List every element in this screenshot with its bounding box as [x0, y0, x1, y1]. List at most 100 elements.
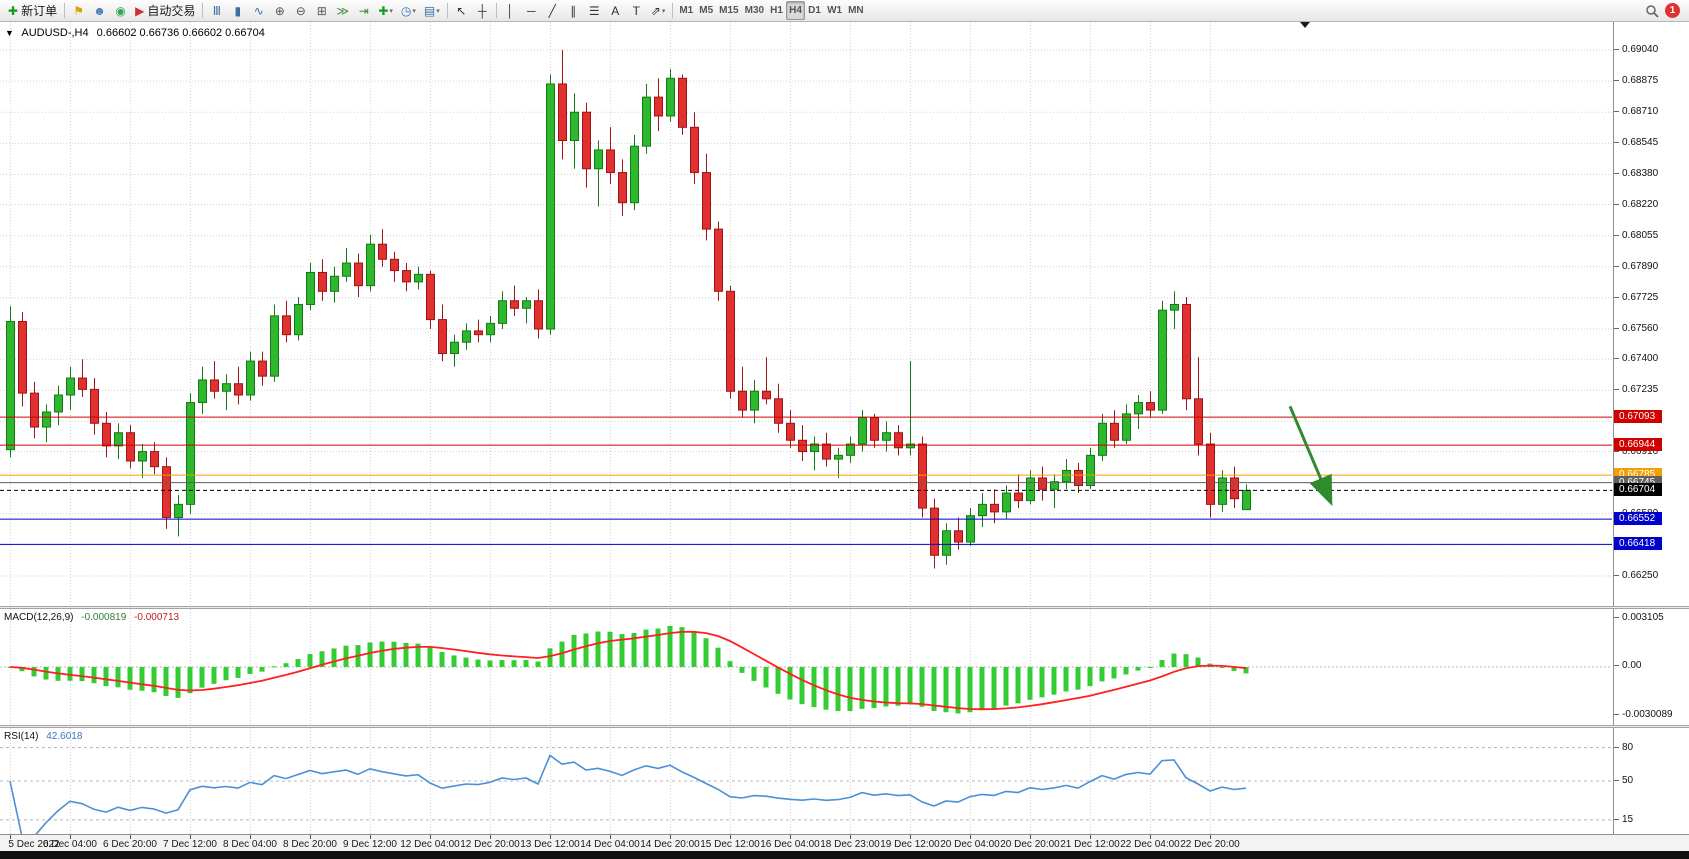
macd-histogram-bar: [31, 667, 37, 677]
candle-body: [42, 411, 51, 428]
bar-chart-button[interactable]: Ⅲ: [206, 1, 227, 20]
price-tag: 0.66552: [1614, 512, 1662, 526]
candle-body: [402, 270, 411, 283]
vertical-line-button[interactable]: │: [500, 1, 521, 20]
macd-histogram-bar: [1099, 667, 1105, 682]
arrows-button[interactable]: ⇗ ▾: [647, 1, 670, 20]
chart-shift-marker-icon[interactable]: [1300, 22, 1310, 28]
macd-histogram-bar: [379, 641, 385, 667]
timeframe-h4-button-label: H4: [789, 5, 802, 16]
tile-windows-button[interactable]: ⊞: [311, 1, 332, 20]
text-button[interactable]: A: [605, 1, 626, 20]
time-axis-label: 7 Dec 12:00: [163, 839, 217, 850]
rsi-axis-label: 50: [1613, 775, 1634, 786]
rsi-panel[interactable]: 80 50 15 RSI(14) 42.6018: [0, 728, 1689, 834]
timeframe-m15-button-label: M15: [719, 5, 739, 16]
candlestick-chart-button[interactable]: ▮: [227, 1, 248, 20]
dropdown-arrow-icon: ▾: [436, 7, 440, 15]
indicators-button[interactable]: ✚ ▾: [374, 1, 397, 20]
cursor-button[interactable]: ↖: [451, 1, 472, 20]
timeframe-mn-button[interactable]: MN: [845, 1, 867, 20]
new-order-button[interactable]: ✚ 新订单: [4, 1, 61, 20]
panel-splitter[interactable]: [0, 606, 1689, 609]
timeframe-m5-button[interactable]: M5: [696, 1, 716, 20]
candle-body: [1218, 477, 1227, 505]
metaeditor-button[interactable]: ◉: [110, 1, 131, 20]
search-icon[interactable]: [1645, 4, 1659, 18]
timeframe-m30-button-label: M30: [744, 5, 765, 16]
zoom-out-button[interactable]: ⊖: [290, 1, 311, 20]
panel-splitter[interactable]: [0, 725, 1689, 728]
fibonacci-button[interactable]: ☰: [584, 1, 605, 20]
main-chart-plot[interactable]: [0, 22, 1612, 606]
text-label-button[interactable]: T: [626, 1, 647, 20]
macd-panel[interactable]: 0.003105 0.00 -0.0030089 MACD(12,26,9) -0.…: [0, 609, 1689, 725]
price-axis[interactable]: 0.69040 0.68875 0.68710 0.68545 0.68380 0.682…: [1613, 22, 1689, 606]
zoom-in-button[interactable]: ⊕: [269, 1, 290, 20]
candle-body: [1158, 309, 1167, 411]
macd-histogram-bar: [1111, 667, 1117, 679]
candle-body: [18, 320, 27, 394]
timeframe-m1-button[interactable]: M1: [676, 1, 696, 20]
alerts-icon: ⚑: [73, 3, 84, 18]
time-axis-label: 22 Dec 20:00: [1180, 839, 1240, 850]
chart-shift-icon: ⇥: [358, 3, 369, 18]
channel-button[interactable]: ∥: [563, 1, 584, 20]
candle-body: [1098, 422, 1107, 456]
candle-body: [234, 383, 243, 396]
autotrading-button[interactable]: ▶ 自动交易: [131, 1, 199, 20]
metaeditor-icon: ◉: [115, 3, 126, 18]
candle-body: [798, 439, 807, 453]
time-axis[interactable]: 5 Dec 2022 6 Dec 04:00 6 Dec 20:00 7 Dec 12…: [0, 834, 1689, 851]
timeframe-m30-button[interactable]: M30: [742, 1, 767, 20]
autotrading-button-label: 自动交易: [147, 4, 196, 18]
macd-histogram-bar: [187, 667, 193, 694]
timeframe-m15-button[interactable]: M15: [716, 1, 741, 20]
candle-body: [546, 83, 555, 330]
macd-histogram-bar: [811, 667, 817, 708]
rsi-axis-label: 80: [1613, 741, 1634, 753]
notification-badge[interactable]: 1: [1665, 3, 1680, 18]
auto-scroll-button[interactable]: ≫: [332, 1, 353, 20]
rsi-plot[interactable]: [0, 728, 1612, 834]
timeframe-h4-button[interactable]: H4: [786, 1, 806, 20]
candle-body: [138, 451, 147, 462]
time-axis-label: 6 Dec 04:00: [43, 839, 97, 850]
macd-histogram-bar: [1195, 657, 1201, 667]
periods-button[interactable]: ◷ ▾: [397, 1, 420, 20]
macd-histogram-bar: [223, 667, 229, 681]
macd-histogram-bar: [403, 642, 409, 667]
timeframe-h1-button[interactable]: H1: [767, 1, 786, 20]
macd-histogram-bar: [451, 655, 457, 667]
macd-histogram-bar: [619, 634, 625, 667]
bar-chart-icon: Ⅲ: [212, 3, 221, 18]
macd-histogram-bar: [523, 659, 529, 667]
templates-button[interactable]: ▤ ▾: [420, 1, 444, 20]
trendline-button[interactable]: ╱: [542, 1, 563, 20]
profiles-button[interactable]: ☻: [89, 1, 110, 20]
candle-body: [1110, 422, 1119, 441]
main-chart-panel[interactable]: 0.69040 0.68875 0.68710 0.68545 0.68380 0.682…: [0, 22, 1689, 606]
time-axis-label: 12 Dec 20:00: [460, 839, 520, 850]
crosshair-icon: ┼: [478, 3, 487, 18]
alerts-button[interactable]: ⚑: [68, 1, 89, 20]
price-axis-label: 0.68875: [1613, 75, 1659, 87]
macd-histogram-bar: [1063, 667, 1069, 692]
macd-histogram-bar: [607, 631, 613, 667]
macd-plot[interactable]: [0, 609, 1612, 725]
macd-histogram-bar: [499, 660, 505, 667]
candle-body: [1134, 402, 1143, 415]
chart-shift-button[interactable]: ⇥: [353, 1, 374, 20]
timeframe-d1-button[interactable]: D1: [805, 1, 824, 20]
timeframe-w1-button-label: W1: [827, 5, 843, 16]
timeframe-w1-button[interactable]: W1: [824, 1, 845, 20]
candle-body: [1182, 304, 1191, 400]
chart-title: ▼ AUDUSD-,H4 0.66602 0.66736 0.66602 0.6…: [5, 27, 270, 39]
line-chart-button[interactable]: ∿: [248, 1, 269, 20]
chart-collapse-icon[interactable]: ▼: [5, 28, 14, 38]
horizontal-line-button[interactable]: ─: [521, 1, 542, 20]
crosshair-button[interactable]: ┼: [472, 1, 493, 20]
macd-histogram-bar: [331, 648, 337, 667]
candle-body: [450, 341, 459, 355]
candle-body: [522, 300, 531, 309]
